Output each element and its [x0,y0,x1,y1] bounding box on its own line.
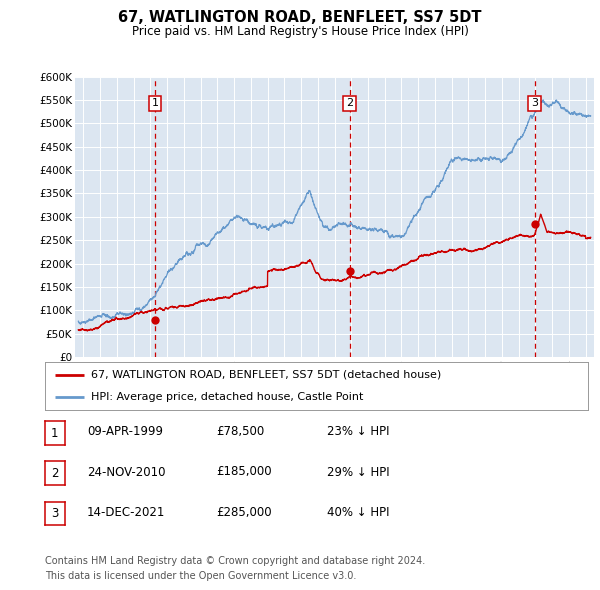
Text: 3: 3 [51,507,59,520]
Text: 2: 2 [51,467,59,480]
Text: This data is licensed under the Open Government Licence v3.0.: This data is licensed under the Open Gov… [45,571,356,581]
Text: 1: 1 [51,427,59,440]
Text: 29% ↓ HPI: 29% ↓ HPI [327,466,389,478]
Text: £185,000: £185,000 [216,466,272,478]
Text: 3: 3 [531,99,538,109]
Text: 09-APR-1999: 09-APR-1999 [87,425,163,438]
Text: 40% ↓ HPI: 40% ↓ HPI [327,506,389,519]
Text: 2: 2 [346,99,353,109]
Text: 67, WATLINGTON ROAD, BENFLEET, SS7 5DT: 67, WATLINGTON ROAD, BENFLEET, SS7 5DT [118,10,482,25]
Text: Contains HM Land Registry data © Crown copyright and database right 2024.: Contains HM Land Registry data © Crown c… [45,556,425,566]
Text: £78,500: £78,500 [216,425,264,438]
Text: 14-DEC-2021: 14-DEC-2021 [87,506,166,519]
Text: £285,000: £285,000 [216,506,272,519]
Text: HPI: Average price, detached house, Castle Point: HPI: Average price, detached house, Cast… [91,392,364,402]
Text: 1: 1 [151,99,158,109]
Text: 67, WATLINGTON ROAD, BENFLEET, SS7 5DT (detached house): 67, WATLINGTON ROAD, BENFLEET, SS7 5DT (… [91,370,442,380]
Text: Price paid vs. HM Land Registry's House Price Index (HPI): Price paid vs. HM Land Registry's House … [131,25,469,38]
Text: 24-NOV-2010: 24-NOV-2010 [87,466,166,478]
Text: 23% ↓ HPI: 23% ↓ HPI [327,425,389,438]
